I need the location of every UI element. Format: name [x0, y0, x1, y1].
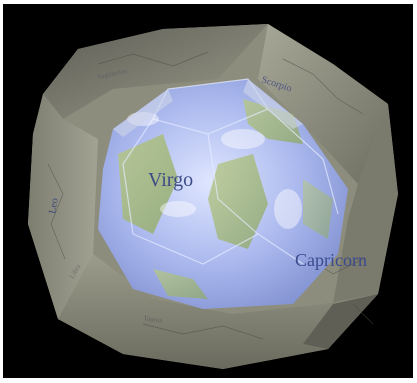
inner-globe	[98, 78, 348, 309]
dodecahedron-scene: Virgo Capricorn Scorpio Leo Sagittarius …	[28, 24, 398, 369]
virgo-label: Virgo	[148, 169, 193, 191]
capricorn-label: Capricorn	[295, 250, 367, 270]
image-frame: Virgo Capricorn Scorpio Leo Sagittarius …	[3, 4, 413, 378]
leo-label: Leo	[47, 197, 61, 214]
bottom-small-label: Taurus	[143, 314, 163, 325]
